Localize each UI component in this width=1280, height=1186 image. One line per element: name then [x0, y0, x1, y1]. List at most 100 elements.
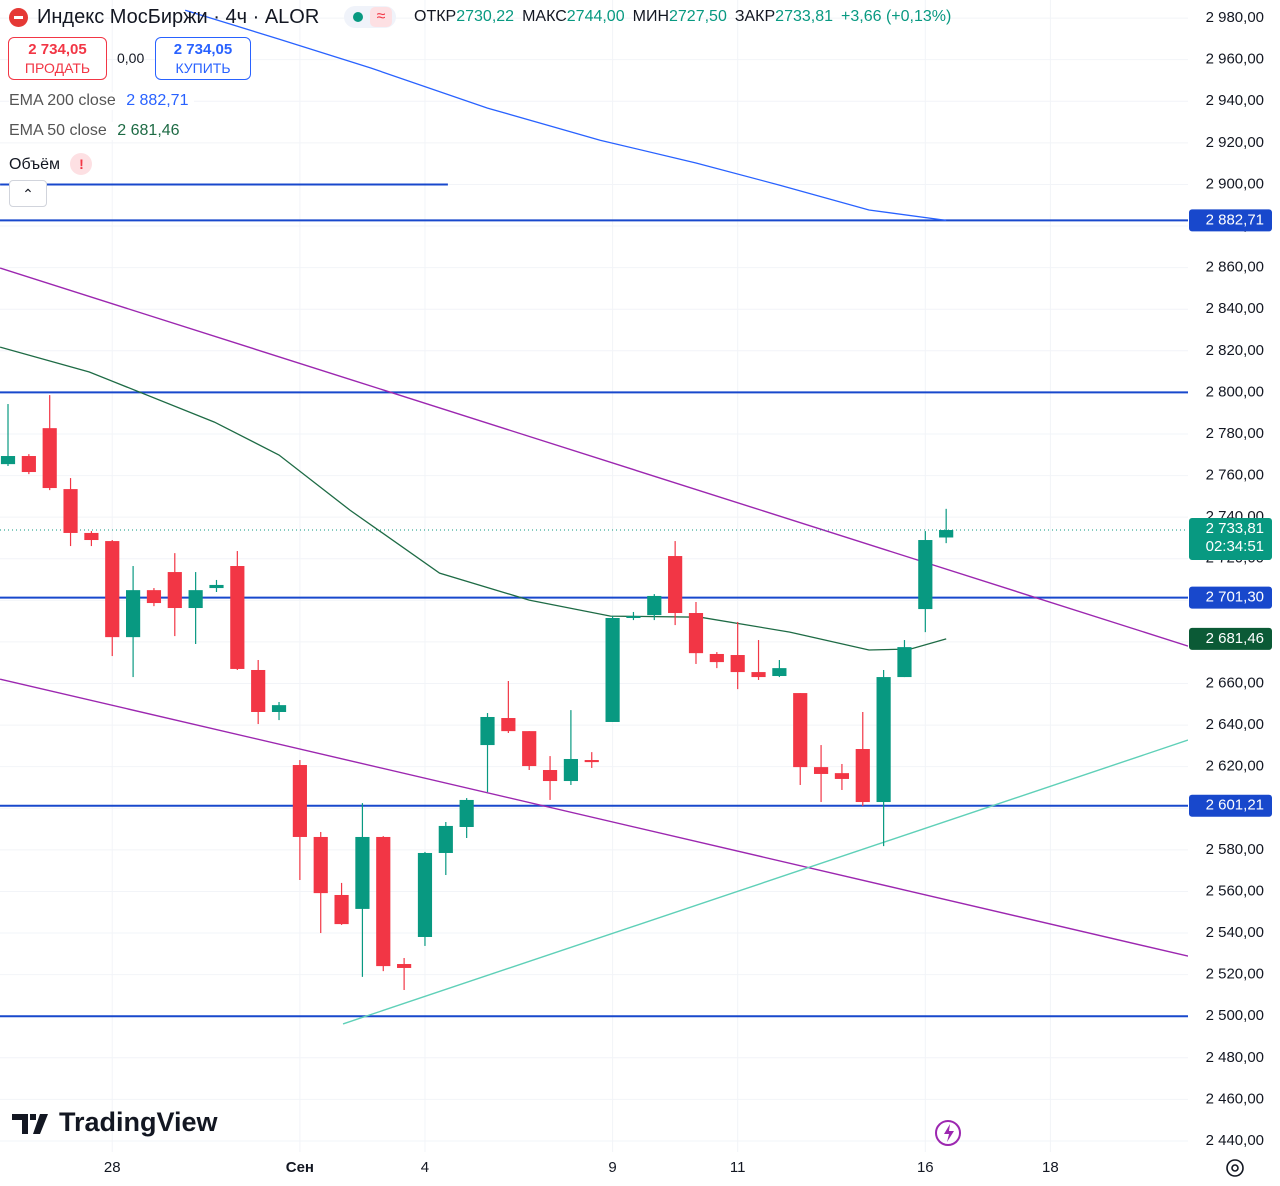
ema-label-text: 2 681,46 — [1206, 630, 1264, 647]
ohlc-value: 2730,22 — [456, 8, 515, 25]
x-tick-label: 18 — [1042, 1159, 1059, 1176]
level-label-box — [1189, 794, 1272, 817]
y-tick-label: 2 480,00 — [1206, 1049, 1264, 1066]
candle-body — [126, 590, 141, 638]
y-tick-label: 2 520,00 — [1206, 966, 1264, 983]
candle-body — [459, 799, 474, 827]
gear[interactable] — [1226, 1159, 1244, 1177]
candle-body — [834, 773, 850, 779]
price-label-box — [1189, 518, 1272, 561]
volume-label: Объём — [9, 156, 60, 173]
ohlc-label: МАКС — [522, 8, 567, 25]
y-tick-label: 2 540,00 — [1206, 924, 1264, 941]
legend-name: EMA 200 close — [9, 92, 116, 109]
ohlc-legend: ОТКР2730,22 МАКС2744,00 МИН2727,50 ЗАКР2733… — [414, 8, 951, 26]
gear-hub[interactable] — [1231, 1164, 1239, 1172]
candle-body — [584, 760, 599, 763]
trend-line — [0, 267, 1188, 647]
buy-label[interactable]: КУПИТЬ — [175, 60, 231, 76]
x-tick-label: 4 — [421, 1159, 429, 1176]
candle-body — [397, 964, 412, 968]
symbol-title[interactable]: Индекс МосБиржи · 4ч · ALOR — [37, 6, 320, 28]
candle-body — [146, 590, 162, 604]
icon-bolt[interactable] — [944, 1124, 954, 1142]
candle-body — [813, 767, 829, 774]
collapse-button[interactable]: ⌃ — [9, 180, 47, 207]
volume-legend[interactable]: Объём ! — [9, 153, 93, 175]
candle-body — [730, 655, 745, 673]
level-label-box — [1189, 209, 1272, 232]
settings-icon[interactable] — [1226, 1159, 1244, 1177]
candle-body — [313, 836, 328, 894]
ohlc-value: 2727,50 — [669, 8, 727, 25]
y-tick-label: 2 660,00 — [1206, 674, 1264, 691]
sell-button[interactable]: 2 734,05 ПРОДАТЬ — [8, 37, 107, 80]
candle-body — [0, 456, 16, 465]
trend-line — [0, 678, 1188, 957]
sell-label[interactable]: ПРОДАТЬ — [24, 60, 91, 76]
candle-body — [876, 677, 891, 803]
logo-text: TradingView — [59, 1107, 219, 1137]
candle-body — [709, 653, 724, 663]
market-open-dot — [353, 12, 363, 22]
ema50-legend[interactable]: EMA 50 close 2 681,46 — [9, 122, 186, 140]
y-tick-label: 2 820,00 — [1206, 342, 1264, 359]
ema200-legend[interactable]: EMA 200 close 2 882,71 — [9, 92, 195, 110]
plot — [0, 9, 1188, 1025]
candle-body — [188, 590, 203, 609]
volume-alert[interactable]: ! — [70, 153, 93, 175]
logo: TradingView — [12, 1107, 219, 1137]
x-tick-label: 16 — [917, 1159, 934, 1176]
sell-price[interactable]: 2 734,05 — [28, 41, 87, 58]
candle-body — [84, 532, 99, 541]
y-tick-label: 2 620,00 — [1206, 758, 1264, 775]
x-tick-label: 28 — [104, 1159, 121, 1176]
axes: 2 440,00 2 460,00 2 480,00 2 500,00 2 520,00… — [104, 9, 1272, 1176]
y-tick-label: 2 800,00 — [1206, 383, 1264, 400]
candle-body — [522, 731, 537, 767]
x-tick-label: 9 — [608, 1159, 616, 1176]
buy-button[interactable]: 2 734,05 КУПИТЬ — [155, 37, 251, 80]
level-label-box — [1189, 586, 1272, 609]
candle-body — [688, 613, 704, 654]
candle-body — [105, 541, 120, 638]
spread: 0,00 — [117, 50, 145, 66]
candle-body — [63, 489, 78, 533]
y-tick-label: 2 860,00 — [1206, 259, 1264, 276]
candle-body — [230, 566, 245, 669]
y-tick-label: 2 440,00 — [1206, 1132, 1264, 1149]
candle-body — [334, 894, 349, 925]
ohlc-label: МИН — [632, 8, 669, 25]
candle-body — [563, 758, 578, 782]
y-tick-label: 2 780,00 — [1206, 425, 1264, 442]
candle-body — [417, 852, 433, 937]
y-tick-label: 2 900,00 — [1206, 175, 1264, 192]
y-tick-label: 2 580,00 — [1206, 841, 1264, 858]
ohlc-value: 2744,00 — [566, 8, 625, 25]
legend-value: 2 681,46 — [117, 122, 180, 139]
ema-label-box — [1189, 627, 1272, 650]
candle-body — [918, 540, 933, 610]
candle-body — [42, 428, 57, 489]
buy-price[interactable]: 2 734,05 — [173, 41, 233, 58]
candle-body — [376, 836, 391, 967]
candle-body — [209, 584, 224, 589]
candle-body — [542, 770, 558, 782]
y-tick-label: 2 640,00 — [1206, 716, 1264, 733]
replay-icon[interactable] — [935, 1120, 961, 1146]
ohlc-label: ЗАКР — [734, 8, 776, 25]
legend-name: EMA 50 close — [9, 122, 107, 139]
candle-body — [271, 705, 287, 712]
y-tick-label: 2 960,00 — [1206, 51, 1264, 68]
x-tick-label: 11 — [730, 1159, 746, 1176]
y-tick-label: 2 460,00 — [1206, 1090, 1264, 1107]
y-tick-label: 2 920,00 — [1206, 134, 1264, 151]
candle-body — [167, 572, 182, 609]
candle-body — [605, 618, 620, 722]
candle-body — [355, 836, 370, 909]
candle-body — [501, 718, 516, 732]
price-label-text: 02:34:51 — [1206, 538, 1264, 555]
icon-circle[interactable] — [935, 1120, 961, 1146]
